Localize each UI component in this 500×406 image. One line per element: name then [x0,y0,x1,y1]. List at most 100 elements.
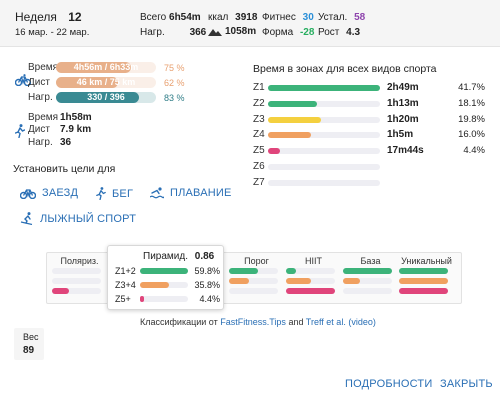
goal-run-label: БЕГ [112,187,134,200]
popup-row-track [140,282,188,288]
popup-row-percent: 59.8% [194,266,220,276]
zone-time: 17m44s [387,145,424,156]
run-row-value: 7.9 km [60,124,92,135]
run-icon [15,124,25,138]
video-link[interactable]: (video) [348,317,376,327]
summary-form: Форма -28 [262,27,314,38]
run-icon [96,187,106,200]
ride-row-percent: 75 % [164,63,185,73]
classification-credit: Классификации от FastFitness.Tips and Tr… [140,317,376,327]
goal-ski-label: ЛЫЖНЫЙ СПОРТ [40,212,137,225]
classification-track [52,268,101,274]
ride-row-value: 46 km / 75 km [76,77,136,87]
popup-title: Пирамид. 0.86 [143,251,214,262]
zone-percent: 41.7% [458,82,485,93]
classification-bar [399,288,448,294]
classification-bar [229,278,249,284]
zone-track [268,164,380,170]
zone-percent: 18.1% [458,98,485,109]
summary-elevation: 1058m [208,26,256,37]
popup-row-bar [140,296,144,302]
credit-middle: and [285,317,306,327]
ride-row-bar [56,62,131,73]
classification-bar [399,278,448,284]
classification-popup: Пирамид. 0.86 Z1+2 59.8% Z3+4 35.8% Z5+ 4.4% [107,245,224,310]
fastfitness-link[interactable]: FastFitness.Tips [220,317,286,327]
goal-ski-button[interactable]: ЛЫЖНЫЙ СПОРТ [20,212,136,225]
zone-bar [268,101,317,107]
classification-track [399,288,448,294]
kcal-value: 3918 [235,12,258,23]
goal-run-button[interactable]: БЕГ [96,187,133,200]
zone-bar [268,85,380,91]
classification-label: Уникальный [401,256,452,266]
run-row-value: 1h58m [60,112,92,123]
details-button[interactable]: ПОДРОБНОСТИ [345,378,433,390]
popup-row-label: Z5+ [115,294,131,304]
ride-row-label: Время [28,62,59,73]
goals-title: Установить цели для [13,163,116,175]
popup-row-bar [140,268,188,274]
swim-icon [150,187,164,199]
weight-label: Вес [23,332,39,342]
fitness-value: 30 [302,12,314,23]
total-value: 6h54m [169,12,201,23]
form-label: Форма [262,27,294,38]
week-title: Неделя 12 [15,10,82,24]
fitness-label: Фитнес [262,12,296,23]
weight-box: Вес 89 [14,328,44,360]
close-button[interactable]: ЗАКРЫТЬ [440,378,493,390]
classification-track [399,278,448,284]
goal-swim-label: ПЛАВАНИЕ [170,187,232,199]
classification-bar [52,288,69,294]
zone-time: 1h20m [387,114,419,125]
form-value: -28 [299,27,315,38]
goal-swim-button[interactable]: ПЛАВАНИЕ [150,187,232,199]
bike-icon [15,74,31,86]
classification-track [343,268,392,274]
popup-row-bar [140,282,169,288]
classification-track [343,288,392,294]
fatigue-label: Устал. [318,12,348,23]
growth-label: Рост [318,27,340,38]
classification-track [399,268,448,274]
goal-ride-button[interactable]: ЗАЕЗД [20,187,78,199]
popup-row-percent: 35.8% [194,280,220,290]
zone-bar [268,132,311,138]
run-row-label: Нагр. [28,137,53,148]
classification-label: База [360,256,381,266]
classification-bar [343,278,360,284]
popup-title-label: Пирамид. [143,251,188,262]
growth-value: 4.3 [346,27,361,38]
zone-track [268,180,380,186]
bike-icon [20,189,36,199]
classification-track [343,278,392,284]
ride-row-percent: 83 % [164,93,185,103]
ride-row-percent: 62 % [164,78,185,88]
popup-row-track [140,296,188,302]
zone-percent: 16.0% [458,129,485,140]
classification-track [286,268,335,274]
zone-label: Z4 [253,129,265,140]
credit-prefix: Классификации от [140,317,221,327]
zone-label: Z1 [253,82,265,93]
total-label: Всего [140,12,167,23]
mountain-icon [208,29,222,36]
run-row-label: Дист [28,124,50,135]
summary-growth: Рост 4.3 [318,27,360,38]
load-label: Нагр. [140,27,165,38]
ride-row-bar [56,92,139,103]
summary-fatigue: Устал. 58 [318,12,365,23]
classification-track [52,278,101,284]
run-row-value: 36 [60,137,72,148]
week-number: 12 [68,10,82,24]
classification-bar [286,268,296,274]
week-label: Неделя [15,10,57,24]
week-header: Неделя 12 16 мар. - 22 мар. Всего 6h54m … [0,0,500,47]
zones-title: Время в зонах для всех видов спорта [253,63,437,75]
elevation-value: 1058m [225,26,257,37]
classification-bar [399,268,448,274]
summary-kcal: ккал 3918 [208,12,257,23]
classification-label: HIIT [305,256,322,266]
treff-link[interactable]: Treff et al. [305,317,346,327]
